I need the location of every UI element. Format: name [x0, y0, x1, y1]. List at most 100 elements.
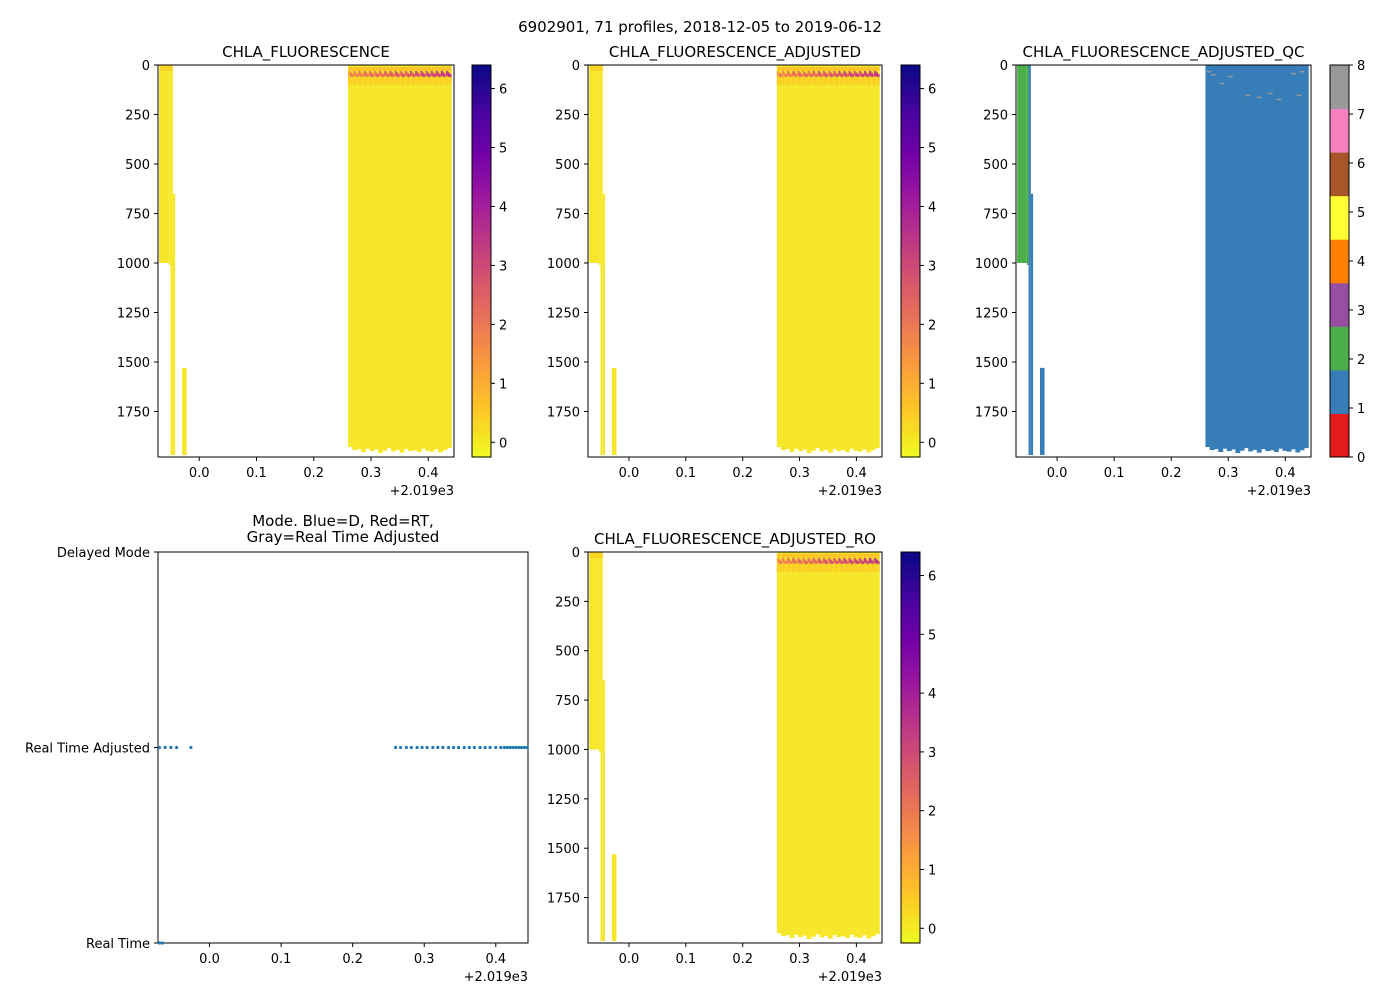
surface-value-cell	[848, 563, 851, 572]
colorbar-segment	[901, 610, 920, 617]
profile-column	[832, 65, 838, 450]
colorbar-segment	[472, 295, 491, 301]
surface-value-cell	[850, 559, 853, 565]
chart-mode: 0.0 0.1 0.2 0.3 0.4 +2.019e3 Real Time Real Tim…	[25, 512, 529, 985]
surface-value-cell	[819, 72, 822, 78]
profile-column	[819, 65, 825, 452]
surface-value-cell	[356, 66, 359, 71]
surface-value-cell	[365, 76, 368, 85]
colorbar-segment	[472, 143, 491, 149]
profile-column	[1213, 65, 1219, 450]
colorbar-segment	[901, 903, 920, 910]
colorbar-segment	[472, 447, 491, 453]
figure-suptitle: 6902901, 71 profiles, 2018-12-05 to 2019…	[518, 18, 882, 36]
colorbar-segment	[901, 412, 920, 419]
surface-value-cell	[845, 66, 848, 71]
surface-value-cell	[385, 76, 389, 85]
surface-value-cell	[358, 70, 361, 76]
colorbar-segment	[472, 280, 491, 287]
colorbar-segment	[472, 158, 491, 164]
y-category-label: Real Time	[86, 937, 150, 952]
profile-column	[836, 65, 842, 452]
surface-value-cell	[370, 72, 373, 78]
colorbar-segment	[901, 177, 920, 184]
surface-value-cell	[829, 559, 832, 565]
profile-column	[600, 552, 603, 942]
surface-value-cell	[798, 66, 802, 71]
colorbar-tick-label: 0	[499, 436, 507, 451]
surface-value-cell	[787, 557, 790, 563]
colorbar-tick-label: 3	[928, 746, 936, 761]
colorbar-segment	[901, 118, 920, 125]
profile-column	[589, 552, 599, 750]
colorbar-segment	[472, 265, 491, 272]
y-tick-label: 750	[125, 207, 150, 222]
surface-value-cell	[809, 563, 812, 572]
colorbar-tick-label: 3	[1357, 304, 1365, 319]
colorbar-segment	[472, 334, 491, 340]
colorbar-frame	[900, 64, 921, 458]
surface-value-cell	[795, 76, 798, 85]
x-tick-label: 0.4	[1275, 466, 1296, 481]
colorbar-segment	[472, 398, 491, 404]
surface-value-cell	[863, 70, 867, 76]
colorbar-segment	[901, 796, 920, 802]
colorbar-segment	[901, 163, 920, 169]
surface-value-cell	[385, 66, 389, 71]
profile-column	[611, 854, 617, 942]
profile-column	[1235, 65, 1241, 454]
surface-value-cell	[812, 66, 815, 71]
y-tick-label: 1750	[975, 405, 1008, 420]
profile-column	[421, 65, 426, 449]
surface-value-cell	[442, 66, 445, 71]
y-category-label: Real Time Adjusted	[25, 742, 150, 757]
surface-value-cell	[827, 553, 831, 558]
surface-value-cell	[821, 563, 824, 572]
surface-value-cell	[437, 72, 440, 78]
surface-value-cell	[788, 76, 791, 85]
surface-value-cell	[370, 66, 373, 71]
surface-value-cell	[812, 76, 815, 85]
surface-value-cell	[839, 72, 843, 78]
surface-value-cell	[868, 563, 872, 572]
mode-point	[478, 745, 482, 750]
colorbar-segment	[901, 280, 920, 287]
colorbar-segment	[901, 659, 920, 666]
surface-value-cell	[860, 66, 863, 71]
surface-value-cell	[373, 70, 377, 76]
y-tick-label: 0	[572, 59, 580, 74]
x-tick-label: 0.4	[485, 952, 506, 967]
mode-point	[467, 745, 471, 750]
surface-value-cell	[423, 76, 426, 85]
surface-value-cell	[590, 552, 603, 558]
colorbar-segment	[1330, 65, 1349, 110]
profile-column	[1222, 65, 1228, 449]
profile-column	[1286, 65, 1292, 452]
colorbar-segment	[901, 674, 920, 680]
surface-value-cell	[863, 557, 867, 563]
surface-value-cell	[449, 74, 452, 79]
surface-value-cell	[401, 72, 404, 78]
surface-value-cell	[447, 76, 450, 85]
surface-value-cell	[838, 66, 841, 71]
surface-value-cell	[863, 563, 867, 572]
surface-value-cell	[590, 65, 603, 71]
profile-column	[1265, 65, 1271, 452]
profile-column	[810, 65, 816, 451]
surface-value-cell	[363, 66, 366, 71]
profile-column	[1218, 65, 1224, 453]
surface-value-cell	[874, 557, 877, 563]
surface-value-cell	[793, 76, 797, 85]
surface-value-cell	[853, 70, 856, 76]
surface-value-cell	[836, 561, 839, 566]
colorbar-segment	[1330, 326, 1349, 371]
profile-column	[386, 65, 392, 449]
profile-column	[348, 65, 353, 448]
y-tick-label: 1250	[117, 306, 150, 321]
surface-value-cell	[821, 66, 824, 71]
surface-value-cell	[877, 561, 880, 566]
colorbar-segment	[901, 923, 920, 929]
surface-value-cell	[409, 76, 413, 85]
surface-value-cell	[425, 76, 428, 85]
